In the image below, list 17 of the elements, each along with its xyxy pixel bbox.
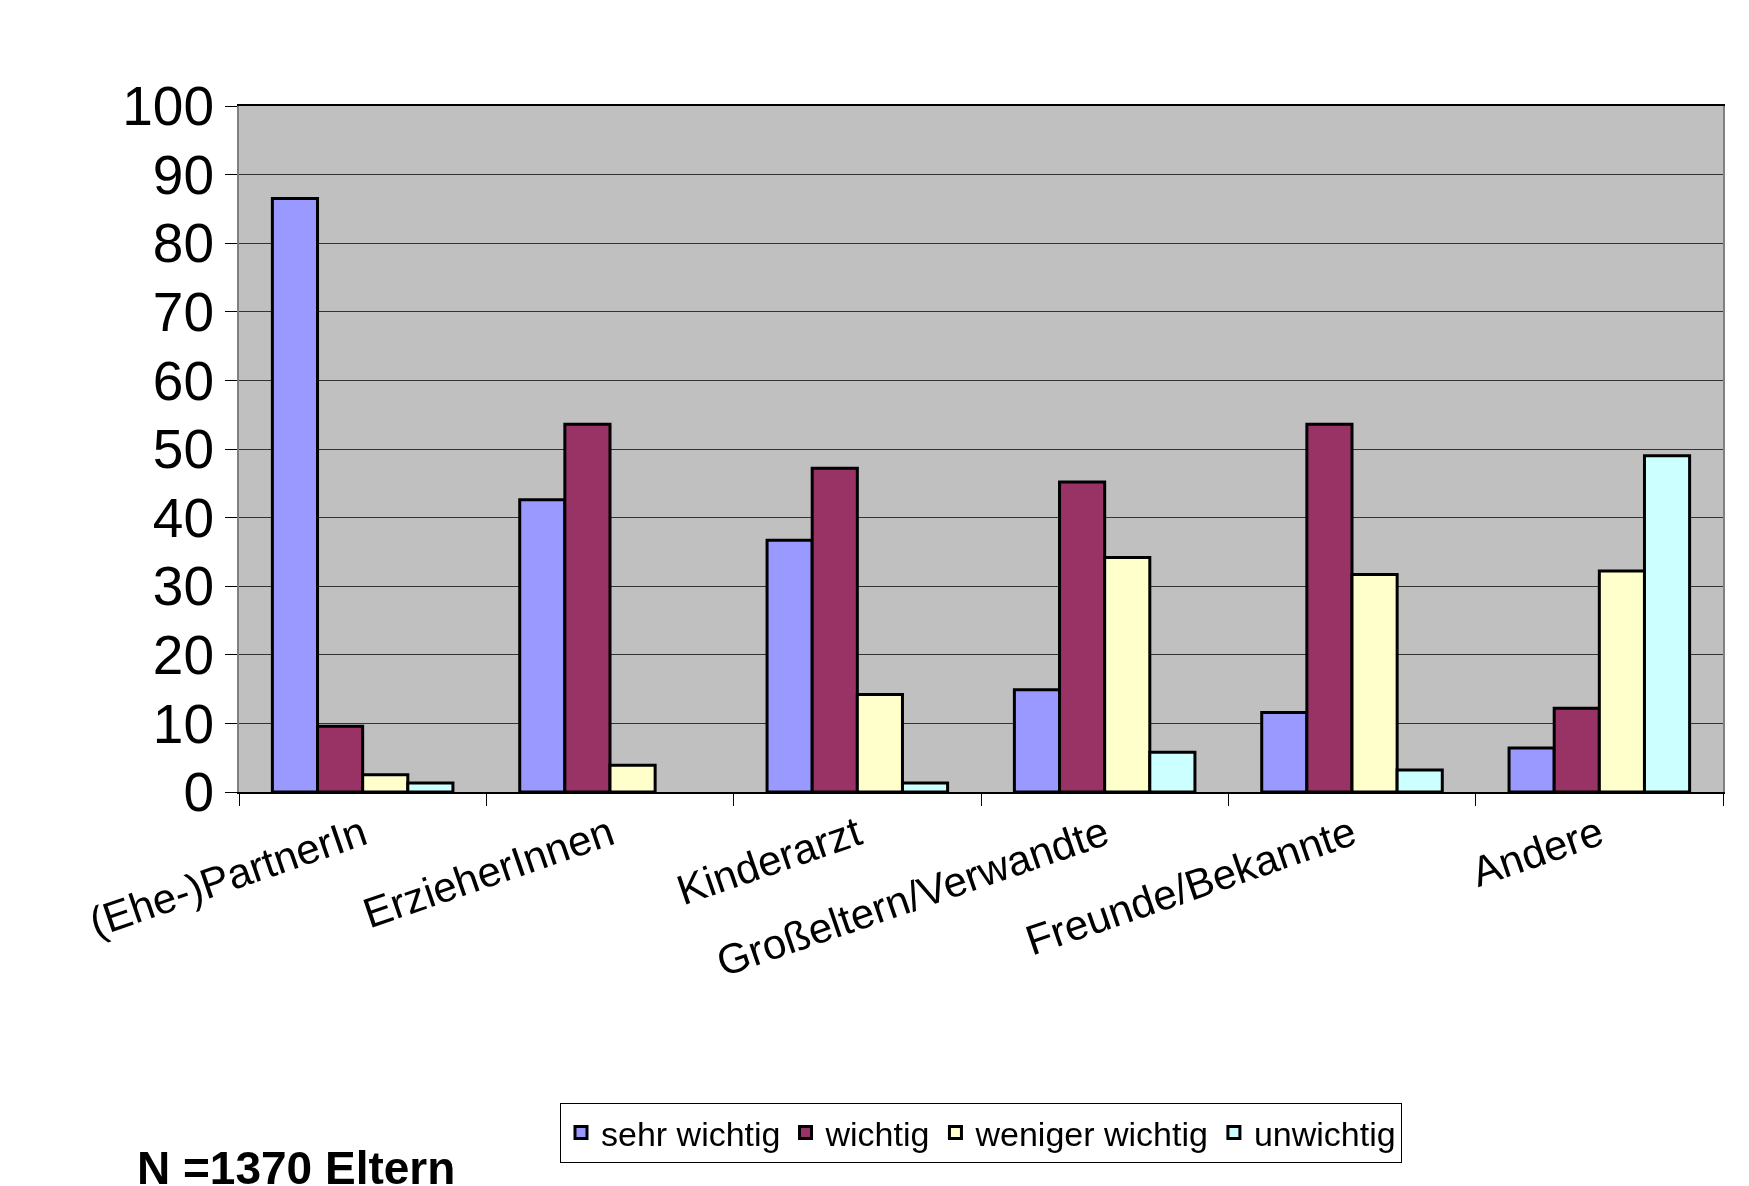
y-tick-label: 70 bbox=[152, 281, 214, 344]
y-tick-label: 80 bbox=[152, 212, 214, 275]
legend-label: weniger wichtig bbox=[974, 1114, 1208, 1153]
y-tick-label: 100 bbox=[122, 75, 214, 138]
y-tick-label: 0 bbox=[183, 761, 214, 824]
legend-label: sehr wichtig bbox=[601, 1114, 781, 1153]
legend-label: unwichtig bbox=[1253, 1114, 1396, 1153]
x-tick-label: Andere bbox=[1465, 807, 1610, 896]
y-tick-label: 60 bbox=[152, 349, 214, 412]
y-tick-label: 90 bbox=[152, 143, 214, 206]
y-tick-label: 50 bbox=[152, 418, 214, 481]
y-tick-label: 40 bbox=[152, 486, 214, 549]
text: N =1370 Eltern bbox=[137, 1142, 456, 1186]
y-tick-label: 20 bbox=[152, 624, 214, 687]
y-tick-label: 10 bbox=[152, 692, 214, 755]
y-tick-label: 30 bbox=[152, 555, 214, 618]
legend-label: wichtig bbox=[824, 1114, 930, 1153]
